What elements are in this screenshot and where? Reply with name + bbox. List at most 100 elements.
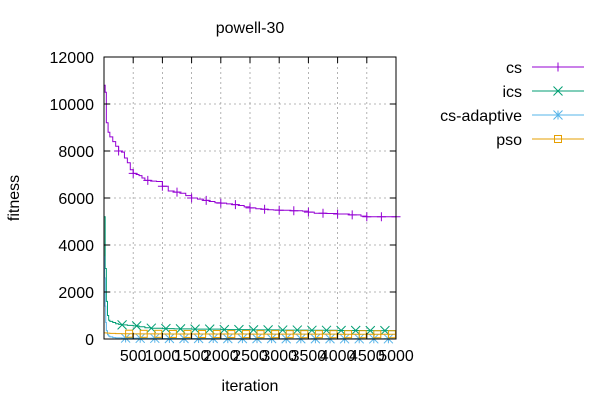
series-point <box>157 181 167 191</box>
chart-title: powell-30 <box>216 20 285 37</box>
series-point <box>227 330 236 339</box>
series-point <box>168 329 177 338</box>
series-point <box>318 208 328 218</box>
series-point <box>263 324 273 335</box>
legend-item: ics <box>502 84 584 101</box>
x-tick-label: 500 <box>120 348 147 365</box>
legend-item: cs <box>506 60 584 77</box>
series-cs <box>104 84 401 222</box>
series-point <box>198 330 207 339</box>
series-point <box>333 209 343 219</box>
series-point <box>146 323 157 334</box>
y-tick-label: 4000 <box>58 238 94 255</box>
series-point <box>234 324 244 335</box>
series-point <box>387 330 396 339</box>
series-point <box>154 329 163 338</box>
series-point <box>248 324 259 335</box>
series-point <box>139 329 148 338</box>
series-point <box>358 330 367 339</box>
series-point <box>143 175 153 185</box>
x-tick-label: 1500 <box>174 348 210 365</box>
series-point <box>347 210 357 220</box>
series-point <box>190 324 200 334</box>
series-point <box>274 205 284 215</box>
series-point <box>241 330 250 339</box>
series-point <box>365 325 376 336</box>
series-point <box>128 168 138 178</box>
series-point <box>271 330 280 339</box>
legend-item: pso <box>496 132 584 149</box>
series-point <box>303 207 313 217</box>
series-point <box>125 329 134 338</box>
y-tick-label: 12000 <box>50 50 95 67</box>
series-point <box>314 330 323 339</box>
x-tick-label: 1000 <box>145 348 181 365</box>
series-ics <box>104 216 397 336</box>
series-point <box>201 195 211 205</box>
series-point <box>362 212 372 222</box>
series-point <box>120 333 131 343</box>
series-point <box>289 206 299 216</box>
x-axis-label: iteration <box>222 378 279 395</box>
series-point <box>553 62 563 72</box>
series-point <box>212 330 221 339</box>
ticks: 5001000150020002500300035004000450050000… <box>50 50 414 365</box>
series-point <box>256 330 265 339</box>
series-point <box>219 324 230 335</box>
series-point <box>204 324 215 334</box>
series-point <box>554 135 562 143</box>
series-point <box>245 203 255 213</box>
x-tick-label: 3500 <box>291 348 327 365</box>
legend-label: cs-adaptive <box>440 108 522 125</box>
y-axis-label: fitness <box>6 175 23 221</box>
series-point <box>344 330 353 339</box>
x-tick-label: 2000 <box>203 348 239 365</box>
series-point <box>285 330 294 339</box>
x-tick-label: 3000 <box>261 348 297 365</box>
x-tick-label: 2500 <box>232 348 268 365</box>
series-point <box>307 325 317 336</box>
series-point <box>260 204 270 214</box>
legend-label: pso <box>496 132 522 149</box>
series-point <box>117 320 127 330</box>
series-point <box>329 330 338 339</box>
legend: cs ics cs-adaptive pso <box>440 60 584 149</box>
series-point <box>553 110 563 120</box>
series-point <box>172 187 182 197</box>
series-point <box>216 198 226 208</box>
series-point <box>183 329 192 338</box>
series-point <box>230 200 240 210</box>
series-point <box>380 325 390 336</box>
series-point <box>373 330 382 339</box>
y-tick-label: 2000 <box>58 285 94 302</box>
y-tick-label: 8000 <box>58 144 94 161</box>
series-point <box>187 193 197 203</box>
legend-label: cs <box>506 60 522 77</box>
series-point <box>292 325 303 335</box>
series-line <box>104 84 396 218</box>
series-point <box>350 325 361 336</box>
y-tick-label: 0 <box>85 332 94 349</box>
legend-label: ics <box>502 84 522 101</box>
series-point <box>300 330 309 339</box>
series-point <box>114 146 124 156</box>
y-tick-label: 6000 <box>58 191 94 208</box>
series-point <box>161 323 171 334</box>
series-line <box>104 216 397 332</box>
series-point <box>277 325 288 335</box>
series-point <box>336 325 346 336</box>
x-tick-label: 4500 <box>349 348 385 365</box>
series-point <box>553 86 563 96</box>
x-tick-label: 5000 <box>378 348 414 365</box>
series-point <box>149 333 160 344</box>
series-point <box>131 320 142 331</box>
y-tick-label: 10000 <box>50 97 95 114</box>
legend-item: cs-adaptive <box>440 108 584 125</box>
series-point <box>175 324 186 334</box>
series-point <box>135 333 146 344</box>
x-tick-label: 4000 <box>320 348 356 365</box>
series-point <box>376 212 386 222</box>
series-point <box>321 325 332 336</box>
